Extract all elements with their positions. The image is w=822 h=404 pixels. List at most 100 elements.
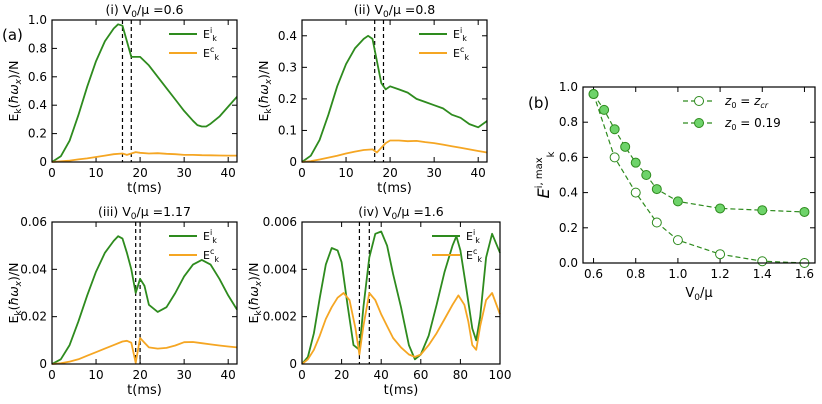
x-tick-label: 1.4 — [753, 267, 772, 281]
x-tick-label: 80 — [453, 368, 468, 382]
chart-title: (ii) V0/μ =0.8 — [354, 2, 436, 20]
x-axis-label: t(ms) — [377, 181, 412, 196]
data-point — [652, 185, 661, 194]
y-tick-label: 1.0 — [559, 80, 578, 94]
fit-line-filled — [594, 94, 805, 212]
data-point — [758, 257, 767, 266]
y-tick-label: 0.2 — [559, 221, 578, 235]
chart-b: 0.6 0.8 1.0 1.2 1.4 1.6 0.0 0.2 0.4 0.6 0.8 1.0 V0/μ… — [534, 80, 815, 303]
x-tick-label: 10 — [88, 166, 103, 180]
data-point — [610, 125, 619, 134]
chart-iv: 0 20 40 60 80 100 0 0.002 0.004 0.006 (iv) V0/μ =1… — [246, 204, 511, 398]
y-tick-label: 0.8 — [559, 115, 578, 129]
x-tick-label: 40 — [374, 368, 389, 382]
plot-frame — [583, 87, 815, 263]
data-point — [716, 250, 725, 259]
x-tick-label: 60 — [413, 368, 428, 382]
figure: (a) (b) 0 10 20 30 40 0 0.2 0.4 0.6 0.8 1.0 (i) V0/… — [0, 0, 822, 404]
y-tick-label: 0 — [39, 155, 47, 169]
y-tick-label: 0.4 — [278, 29, 297, 43]
y-axis-label: Ek(ħωx)/N — [256, 61, 274, 122]
chart-i: 0 10 20 30 40 0 0.2 0.4 0.6 0.8 1.0 (i) V0/μ =0.6 t(… — [6, 2, 237, 196]
y-axis-label: Ei, maxk — [534, 151, 557, 198]
data-point — [800, 207, 809, 216]
chart-iii: 0 10 20 30 40 0 0.02 0.04 0.06 (iii) V0/μ =1.17 t(… — [6, 204, 237, 398]
data-point — [631, 158, 640, 167]
x-tick-label: 1.0 — [668, 267, 687, 281]
x-tick-label: 0.8 — [626, 267, 645, 281]
y-tick-label: 0 — [39, 357, 47, 371]
x-tick-label: 30 — [427, 166, 442, 180]
x-tick-label: 1.2 — [711, 267, 730, 281]
series-line-compressible — [52, 338, 237, 364]
panel-label-a: (a) — [2, 26, 23, 44]
y-tick-label: 0 — [289, 357, 297, 371]
x-tick-label: 20 — [132, 166, 147, 180]
legend-label: Eik — [203, 228, 217, 245]
x-tick-label: 20 — [132, 368, 147, 382]
x-tick-label: 0 — [298, 368, 306, 382]
x-tick-label: 100 — [489, 368, 512, 382]
series-line-compressible — [302, 141, 487, 163]
chart-ii: 0 10 20 30 40 0 0.1 0.2 0.3 0.4 (ii) V0/μ =0.8 t(ms… — [256, 2, 487, 196]
legend-label: z0 = zcr — [724, 94, 769, 110]
y-axis-label: Ek(ħωx)/N — [6, 61, 24, 122]
legend-label: Eck — [453, 45, 469, 62]
data-point — [621, 142, 630, 151]
chart-title: (iv) V0/μ =1.6 — [358, 204, 443, 222]
x-tick-label: 1.6 — [795, 267, 814, 281]
y-tick-label: 0.004 — [263, 262, 297, 276]
legend-label: Eik — [466, 228, 480, 245]
y-tick-label: 0.4 — [559, 186, 578, 200]
x-tick-label: 0 — [48, 166, 56, 180]
chart-title: (iii) V0/μ =1.17 — [98, 204, 191, 222]
y-tick-label: 0.02 — [20, 310, 47, 324]
data-point — [673, 197, 682, 206]
x-tick-label: 20 — [334, 368, 349, 382]
x-tick-label: 30 — [177, 166, 192, 180]
x-axis-label: t(ms) — [384, 383, 419, 398]
x-axis-label: t(ms) — [127, 383, 162, 398]
panel-label-b: (b) — [528, 94, 549, 112]
plot-frame — [302, 222, 500, 364]
data-point — [631, 188, 640, 197]
y-tick-label: 0.6 — [28, 70, 47, 84]
x-tick-label: 0 — [48, 368, 56, 382]
data-point — [589, 90, 598, 99]
y-tick-label: 0.8 — [28, 41, 47, 55]
x-tick-label: 40 — [221, 368, 236, 382]
x-tick-label: 0 — [298, 166, 306, 180]
x-tick-label: 40 — [471, 166, 486, 180]
x-tick-label: 40 — [221, 166, 236, 180]
y-axis-label: Ek(ħωx)/N — [246, 263, 264, 324]
legend-label: Eck — [466, 247, 482, 264]
y-tick-label: 0.006 — [263, 215, 297, 229]
legend-label: z0 = 0.19 — [724, 116, 781, 132]
data-point — [758, 206, 767, 215]
data-point — [600, 105, 609, 114]
y-tick-label: 0.6 — [559, 150, 578, 164]
y-tick-label: 0.04 — [20, 262, 47, 276]
y-tick-label: 1.0 — [28, 13, 47, 27]
x-tick-label: 0.6 — [584, 267, 603, 281]
x-tick-label: 30 — [177, 368, 192, 382]
x-axis-label: V0/μ — [685, 286, 712, 303]
y-tick-label: 0.06 — [20, 215, 47, 229]
x-tick-label: 20 — [382, 166, 397, 180]
x-axis-label: t(ms) — [127, 181, 162, 196]
data-point — [652, 218, 661, 227]
x-tick-label: 10 — [88, 368, 103, 382]
legend-label: Eik — [203, 26, 217, 43]
y-tick-label: 0.3 — [278, 60, 297, 74]
legend-label: Eik — [453, 26, 467, 43]
y-tick-label: 0 — [289, 155, 297, 169]
y-tick-label: 0.0 — [559, 256, 578, 270]
x-tick-label: 10 — [338, 166, 353, 180]
legend-label: Eck — [203, 45, 219, 62]
chart-title: (i) V0/μ =0.6 — [106, 2, 184, 20]
y-tick-label: 0.1 — [278, 123, 297, 137]
data-point — [673, 236, 682, 245]
legend-swatch-marker — [695, 119, 704, 128]
data-point — [642, 171, 651, 180]
legend-label: Eck — [203, 247, 219, 264]
